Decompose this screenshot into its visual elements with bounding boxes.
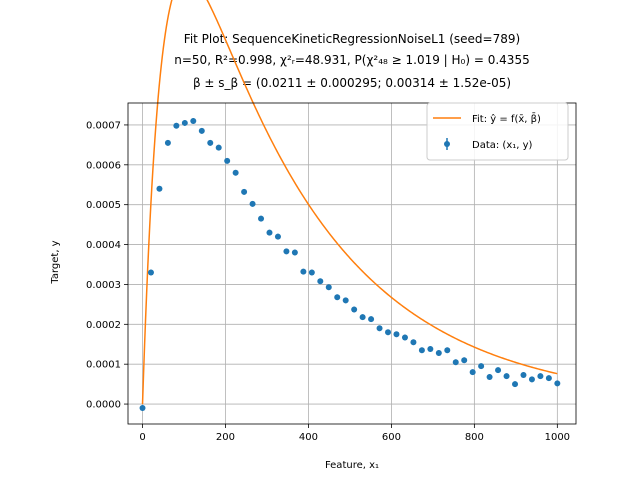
fit-curve xyxy=(141,0,558,405)
data-point-25 xyxy=(351,306,358,313)
data-point-31 xyxy=(401,334,408,341)
data-point-27 xyxy=(368,316,375,323)
data-point-9 xyxy=(215,144,222,151)
x-tick-label-0: 0 xyxy=(139,432,145,443)
data-point-16 xyxy=(274,233,281,240)
y-tick-label-2: 0.0002 xyxy=(86,320,121,331)
data-point-13 xyxy=(249,200,256,207)
x-axis-label: Feature, x₁ xyxy=(325,460,379,471)
data-point-40 xyxy=(478,363,485,370)
data-point-24 xyxy=(342,297,349,304)
x-tick-label-4: 800 xyxy=(465,432,484,443)
data-point-19 xyxy=(300,268,307,275)
legend-data-label: Data: (x₁, y) xyxy=(472,140,533,151)
data-point-4 xyxy=(173,122,180,129)
grid-lines xyxy=(128,103,576,424)
data-point-46 xyxy=(528,376,535,383)
data-point-21 xyxy=(317,278,324,285)
data-point-2 xyxy=(156,185,163,192)
legend-data-marker xyxy=(444,141,450,147)
y-tick-label-3: 0.0003 xyxy=(86,280,121,291)
data-point-10 xyxy=(224,157,231,164)
data-point-39 xyxy=(469,369,476,376)
data-point-33 xyxy=(418,347,425,354)
data-point-45 xyxy=(520,371,527,378)
y-tick-label-4: 0.0004 xyxy=(86,240,121,251)
data-point-8 xyxy=(207,139,214,146)
data-point-5 xyxy=(181,119,188,126)
data-point-43 xyxy=(503,373,510,380)
data-point-38 xyxy=(461,357,468,364)
data-point-6 xyxy=(190,117,197,124)
axes-frame xyxy=(127,102,577,425)
x-tick-label-1: 200 xyxy=(216,432,235,443)
chart-title-line-3: β ± s_β = (0.0211 ± 0.000295; 0.00314 ± … xyxy=(193,76,511,90)
data-point-36 xyxy=(444,347,451,354)
y-tick-label-5: 0.0005 xyxy=(86,200,121,211)
data-point-41 xyxy=(486,373,493,380)
data-point-47 xyxy=(537,373,544,380)
data-points-layer xyxy=(139,117,561,412)
data-point-42 xyxy=(495,367,502,374)
data-point-30 xyxy=(393,331,400,338)
y-tick-label-7: 0.0007 xyxy=(86,120,121,131)
chart-title-line-2: n=50, R²=0.998, χ²ᵣ=48.931, P(χ²₄₈ ≥ 1.0… xyxy=(174,53,529,67)
data-point-15 xyxy=(266,229,273,236)
data-point-0 xyxy=(139,405,146,412)
chart-title-line-1: Fit Plot: SequenceKineticRegressionNoise… xyxy=(184,32,520,46)
data-point-3 xyxy=(164,139,171,146)
legend-fit-label: Fit: ŷ = f(x̄, β̄) xyxy=(472,112,541,125)
data-point-14 xyxy=(258,215,265,222)
y-tick-label-0: 0.0000 xyxy=(86,400,121,411)
data-point-48 xyxy=(545,375,552,382)
data-point-44 xyxy=(512,381,519,388)
tick-layer: 0 200 400 600 800 1000 0.0000 0.0001 0.0002 0.000… xyxy=(86,120,570,443)
x-tick-label-5: 1000 xyxy=(545,432,570,443)
data-point-1 xyxy=(147,269,154,276)
data-point-35 xyxy=(435,350,442,357)
data-point-49 xyxy=(554,380,561,387)
data-point-11 xyxy=(232,169,239,176)
data-point-32 xyxy=(410,339,417,346)
data-point-17 xyxy=(283,248,290,255)
data-point-37 xyxy=(452,359,459,366)
plot-area-border xyxy=(127,102,577,425)
y-axis-label: Target, y xyxy=(50,240,61,284)
data-point-28 xyxy=(376,325,383,332)
data-point-23 xyxy=(334,294,341,301)
data-point-26 xyxy=(359,314,366,321)
legend: Fit: ŷ = f(x̄, β̄) Data: (x₁, y) xyxy=(426,102,569,161)
fit-curve-layer xyxy=(141,0,558,405)
data-point-12 xyxy=(241,188,248,195)
data-point-29 xyxy=(385,329,392,336)
data-point-34 xyxy=(427,346,434,353)
y-tick-label-1: 0.0001 xyxy=(86,360,121,371)
data-point-18 xyxy=(291,249,298,256)
data-point-22 xyxy=(325,284,332,291)
legend-box xyxy=(426,102,569,161)
x-tick-label-3: 600 xyxy=(382,432,401,443)
y-tick-label-6: 0.0006 xyxy=(86,160,121,171)
x-tick-label-2: 400 xyxy=(299,432,318,443)
data-point-7 xyxy=(198,127,205,134)
data-point-20 xyxy=(308,269,315,276)
